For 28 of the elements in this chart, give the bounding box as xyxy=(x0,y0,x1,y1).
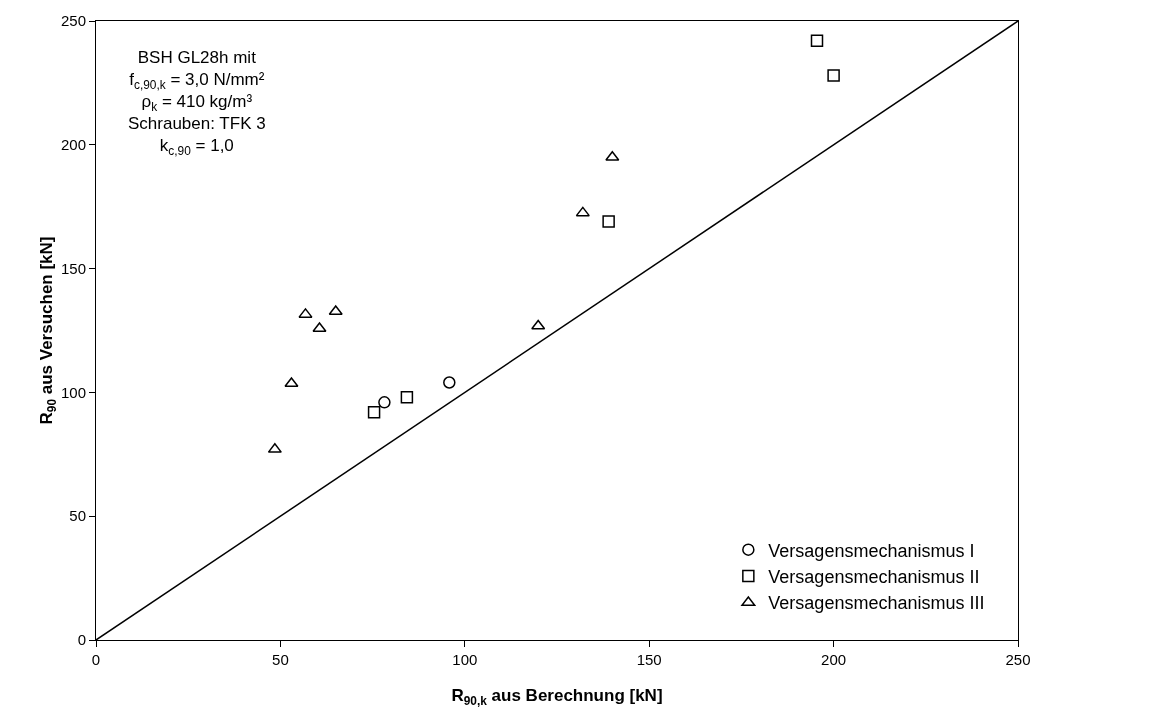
legend-label: Versagensmechanismus III xyxy=(768,593,985,614)
point xyxy=(575,206,590,217)
y-tick-label: 100 xyxy=(60,383,86,401)
y-tick-label: 150 xyxy=(60,259,86,277)
point xyxy=(312,322,327,333)
x-tick-label: 50 xyxy=(272,651,289,668)
x-tick-label: 150 xyxy=(636,651,662,668)
point xyxy=(443,376,456,389)
y-tick-label: 200 xyxy=(60,136,86,154)
y-tick-label: 250 xyxy=(60,12,86,30)
point xyxy=(367,405,381,419)
point xyxy=(400,391,414,404)
point xyxy=(810,34,824,48)
point xyxy=(605,150,620,161)
y-tick-label: 50 xyxy=(69,507,86,525)
text: BSH GL28h mit f$_{c,90,k}$ = 3,0 N/mm² ρ$_{k}$ = 410 kg/m³ Schrauben: TFK 3 k$_{c,90}$ = 1,0 xyxy=(128,48,266,158)
point xyxy=(531,319,546,330)
x-tick-label: 200 xyxy=(821,651,847,668)
point xyxy=(378,396,391,409)
legend-label: Versagensmechanismus I xyxy=(768,540,975,561)
legend-label: Versagensmechanismus II xyxy=(768,567,980,588)
point xyxy=(827,69,840,82)
point xyxy=(602,215,615,228)
x-tick-label: 250 xyxy=(1005,651,1031,668)
x-tick-label: 100 xyxy=(452,651,478,668)
x-tick-label: 0 xyxy=(91,651,101,668)
y-tick-label: 0 xyxy=(77,631,86,649)
x-axis-title: R$_{90,k}$ aus Berechnung [kN] xyxy=(451,686,663,708)
